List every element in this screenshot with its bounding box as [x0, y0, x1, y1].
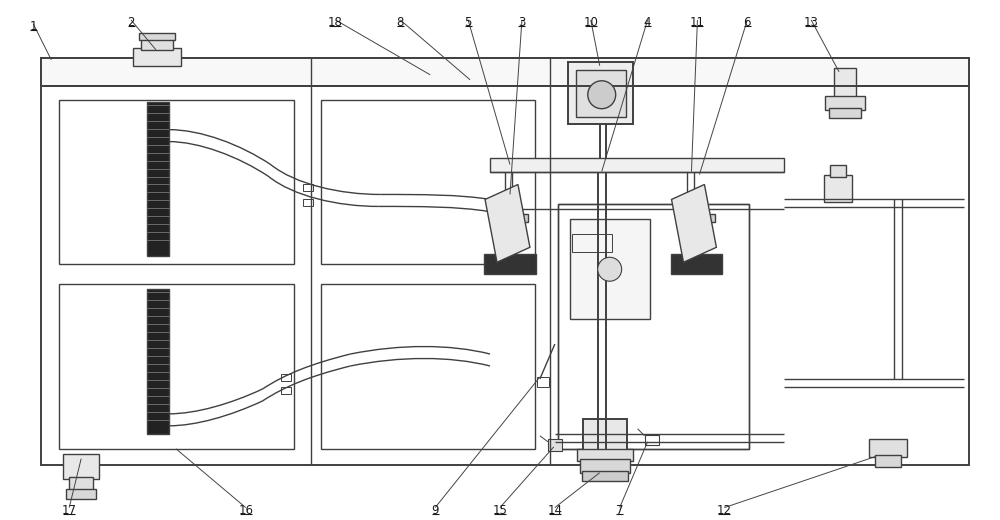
Text: 10: 10 [583, 16, 598, 29]
Bar [63, 454, 99, 479]
Text: 14: 14 [547, 503, 562, 516]
Text: 4: 4 [644, 16, 651, 29]
Circle shape [598, 257, 622, 281]
Bar [141, 38, 173, 50]
Bar [537, 377, 549, 387]
Text: 13: 13 [804, 16, 819, 29]
Bar [687, 214, 715, 223]
Bar [147, 289, 169, 434]
Text: 7: 7 [616, 503, 623, 516]
Bar [59, 284, 294, 449]
Bar [281, 374, 291, 381]
Text: 5: 5 [464, 16, 472, 29]
Bar [830, 164, 846, 176]
Bar [572, 235, 612, 252]
Text: 18: 18 [328, 16, 343, 29]
Bar [41, 58, 969, 86]
Bar [500, 214, 528, 223]
Text: 17: 17 [62, 503, 77, 516]
Bar [41, 58, 969, 465]
Polygon shape [485, 185, 530, 262]
Bar [570, 219, 650, 319]
Bar [577, 449, 633, 461]
Bar [69, 477, 93, 491]
Circle shape [588, 81, 616, 109]
Bar [139, 33, 175, 40]
Bar [645, 435, 659, 445]
Bar [576, 70, 626, 116]
Bar [558, 204, 749, 449]
Bar [829, 108, 861, 118]
Bar [568, 62, 633, 124]
Polygon shape [672, 185, 716, 262]
Bar [583, 419, 627, 451]
Bar [869, 439, 907, 457]
Bar [558, 204, 749, 449]
Text: 8: 8 [397, 16, 404, 29]
Bar [824, 175, 852, 202]
Bar [133, 48, 181, 66]
Bar [490, 158, 784, 172]
Bar [580, 459, 630, 473]
Text: 2: 2 [127, 16, 135, 29]
Bar [281, 387, 291, 394]
Text: 9: 9 [431, 503, 439, 516]
Bar [303, 200, 313, 206]
Bar [875, 454, 901, 466]
Text: 1: 1 [30, 20, 37, 33]
Bar [671, 254, 722, 274]
Bar [825, 96, 865, 110]
Bar [548, 439, 562, 451]
Bar [66, 489, 96, 499]
Text: 12: 12 [717, 503, 732, 516]
Bar [321, 284, 535, 449]
Bar [59, 100, 294, 264]
Text: 6: 6 [744, 16, 751, 29]
Bar [147, 102, 169, 256]
Text: 3: 3 [518, 16, 526, 29]
Bar [303, 185, 313, 191]
Bar [582, 471, 628, 480]
Bar [484, 254, 536, 274]
Bar [834, 68, 856, 98]
Bar [321, 100, 535, 264]
Text: 15: 15 [493, 503, 507, 516]
Text: 11: 11 [690, 16, 705, 29]
Text: 16: 16 [238, 503, 253, 516]
